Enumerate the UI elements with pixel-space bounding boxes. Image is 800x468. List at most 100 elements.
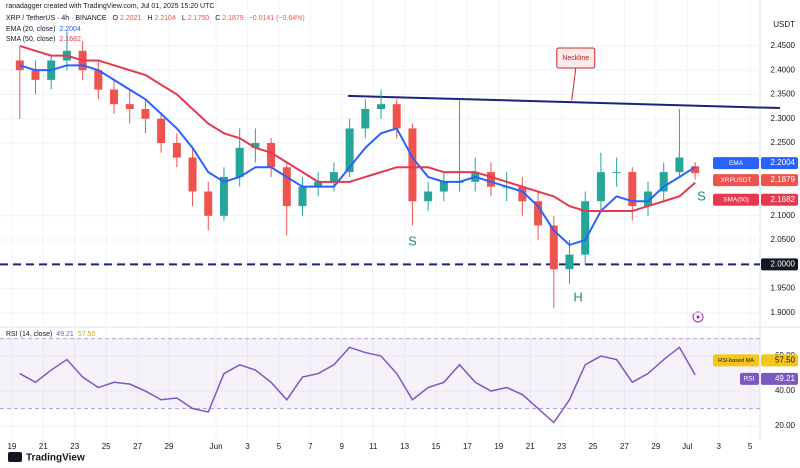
x-tick-label: 5: [277, 442, 282, 451]
candle-body: [612, 172, 621, 174]
rsi-legend-value: 49.21: [56, 331, 74, 338]
ma-line: [19, 64, 696, 247]
pattern-label: H: [573, 289, 582, 304]
y-tick-label: 1.9000: [771, 308, 796, 317]
quote-value: 2.1750: [188, 15, 210, 22]
y-tick-label: 2.1000: [771, 211, 796, 220]
candle-body: [565, 254, 574, 270]
x-tick-label: 25: [102, 442, 111, 451]
candle-body: [188, 157, 197, 192]
ma-legend: EMA (20, close) 2.2004: [6, 26, 81, 33]
candle-body: [408, 128, 417, 202]
rsi-label-bg: [740, 372, 759, 385]
x-tick-label: 27: [620, 442, 629, 451]
rsi-legend: RSI (14, close) 49.21 57.50: [6, 331, 95, 338]
x-tick-label: 7: [308, 442, 313, 451]
rsi-ma-legend-value: 57.50: [78, 331, 96, 338]
candle-body: [361, 109, 370, 129]
x-tick-label: 23: [70, 442, 79, 451]
ma-legend-name: EMA (20, close): [6, 26, 55, 33]
sma-value: 2.1682: [771, 195, 796, 204]
ma-legend: SMA (50, close) 2.1682: [6, 36, 81, 43]
rsi-line: [19, 346, 696, 424]
change: −0.0141 (−0.64%): [249, 15, 305, 22]
candle-body: [267, 142, 276, 168]
ma-legend-value: 2.1682: [59, 36, 81, 43]
candle-body: [141, 109, 150, 119]
rsi-ma-value: 57.50: [775, 356, 796, 365]
quote-value: 2.1879: [222, 15, 244, 22]
candle-body: [581, 201, 590, 255]
currency: USDT: [773, 20, 795, 29]
annotation-text: Neckline: [562, 55, 589, 62]
candle-body: [15, 60, 24, 71]
candle-body: [219, 176, 228, 216]
x-tick-label: Jun: [210, 442, 223, 451]
x-tick-label: 15: [432, 442, 441, 451]
neckline: [348, 94, 780, 110]
annotation-box: [556, 47, 596, 69]
ma-legend-value: 2.2004: [59, 26, 81, 33]
candle-body: [110, 89, 119, 105]
rsi-label: RSI: [744, 376, 755, 383]
rsi-tick-label: 40.00: [775, 386, 796, 395]
y-tick-label: 2.4000: [771, 65, 796, 74]
candle-body: [596, 172, 605, 202]
y-tick-label: 2.0000: [771, 259, 796, 268]
candle-body: [298, 186, 307, 207]
rsi-ma-label: RSI-based MA: [718, 358, 754, 364]
quote-key: O: [113, 15, 119, 22]
candle-body: [439, 181, 448, 192]
quote-value: 2.2104: [154, 15, 176, 22]
candle-body: [251, 142, 260, 148]
candle-body: [518, 186, 527, 202]
x-tick-label: 29: [651, 442, 660, 451]
rsi-ma-label-bg: [713, 354, 759, 367]
y-tick-label: 1.9500: [771, 284, 796, 293]
x-tick-label: Jul: [682, 442, 692, 451]
x-tick-label: 3: [716, 442, 721, 451]
y-tick-label: 2.0500: [771, 235, 796, 244]
credit: ranadagger created with TradingView.com,…: [6, 3, 214, 10]
logo-text: TradingView: [26, 453, 85, 464]
candle-body: [94, 70, 103, 90]
candle-body: [675, 157, 684, 173]
alert-icon-dot: [696, 315, 700, 319]
symbol: XRP / TetherUS · 4h · BINANCE: [6, 15, 107, 22]
quote-key: L: [182, 15, 186, 22]
candle-body: [235, 147, 244, 177]
candle-body: [534, 201, 543, 226]
rsi-tick-label: 20.00: [775, 421, 796, 430]
x-tick-label: 9: [340, 442, 345, 451]
candle-body: [644, 191, 653, 207]
quote-key: H: [147, 15, 152, 22]
sma-value-bg: [761, 193, 798, 206]
y-tick-label: 2.4500: [771, 41, 796, 50]
x-tick-label: 3: [245, 442, 250, 451]
candle-body: [204, 191, 213, 216]
ema-label: EMA: [729, 160, 744, 167]
rsi-value-bg: [761, 372, 798, 385]
quote-value: 2.2021: [120, 15, 142, 22]
annotation-arrow: [571, 67, 577, 101]
candle-body: [424, 191, 433, 202]
candle-body: [282, 167, 291, 207]
rsi-ma-value-bg: [761, 354, 798, 367]
ma-line: [19, 44, 696, 212]
y-tick-label: 2.3000: [771, 114, 796, 123]
candle-body: [31, 70, 40, 80]
close-label: XRPUSDT: [720, 177, 751, 184]
candle-body: [377, 104, 386, 110]
close-value-bg: [761, 174, 798, 187]
x-tick-label: 21: [39, 442, 48, 451]
sma-label-bg: [713, 193, 759, 206]
x-tick-label: 19: [7, 442, 16, 451]
x-tick-label: 21: [526, 442, 535, 451]
x-tick-label: 13: [400, 442, 409, 451]
ema-value: 2.2004: [771, 158, 796, 167]
x-tick-label: 27: [133, 442, 142, 451]
candle-body: [549, 225, 558, 270]
rsi-value: 49.21: [775, 374, 796, 383]
